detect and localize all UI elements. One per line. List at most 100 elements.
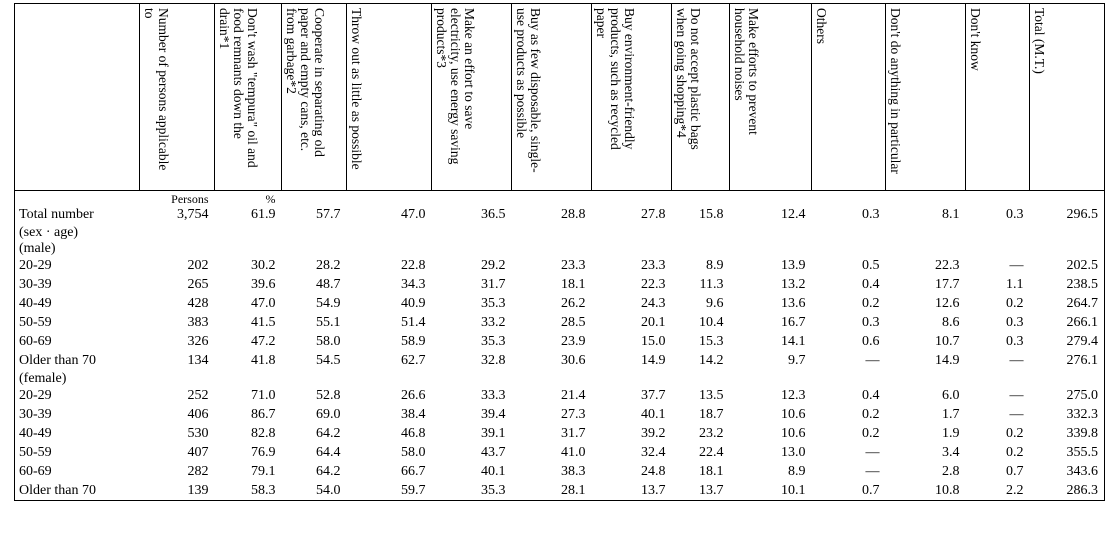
cell: 0.3 <box>862 315 880 330</box>
cell: 2.2 <box>1006 483 1024 498</box>
cell: 339.8 <box>1066 426 1099 441</box>
cell: 26.2 <box>561 296 586 311</box>
cell: 23.2 <box>699 426 724 441</box>
cell: 38.3 <box>561 464 586 479</box>
empty-cell <box>592 224 672 240</box>
cell: 48.7 <box>316 277 341 292</box>
cell: 355.5 <box>1066 445 1099 460</box>
empty-cell <box>432 240 512 256</box>
cell: 14.1 <box>781 334 806 349</box>
cell: 0.3 <box>862 207 880 222</box>
cell: 32.8 <box>481 353 506 368</box>
table-row: 20-29 202 30.2 28.2 22.8 29.2 23.3 23.3 8.9 13.9 0… <box>15 256 1105 275</box>
table-row: Total number 3,754 61.9 57.7 47.0 36.5 28.8 27.… <box>15 205 1105 224</box>
cell: 62.7 <box>401 353 426 368</box>
cell: 13.2 <box>781 277 806 292</box>
units-spacer <box>15 191 140 206</box>
empty-cell <box>592 240 672 256</box>
empty-cell <box>1030 240 1105 256</box>
empty-cell <box>812 240 886 256</box>
cell: 0.7 <box>862 483 880 498</box>
cell: 27.3 <box>561 407 586 422</box>
units-spacer <box>592 191 672 206</box>
cell: 3,754 <box>177 207 209 222</box>
column-header: Do not accept plastic bags when going sh… <box>671 3 730 191</box>
column-header: Number of persons applicable to <box>139 3 215 191</box>
empty-cell <box>730 370 812 386</box>
column-header-text: Do not accept plastic bags when going sh… <box>674 8 703 150</box>
empty-cell <box>347 224 432 240</box>
row-label: Older than 70 <box>19 353 96 368</box>
cell: 23.3 <box>561 258 586 273</box>
cell: 18.1 <box>561 277 586 292</box>
cell: 139 <box>187 483 209 498</box>
column-header-text: Buy environment-friendly products, such … <box>594 8 637 150</box>
column-header-text: Others <box>814 8 829 44</box>
empty-cell <box>432 224 512 240</box>
cell: 10.1 <box>781 483 806 498</box>
cell: 1.9 <box>942 426 960 441</box>
cell: 10.8 <box>935 483 960 498</box>
cell: 0.2 <box>1006 296 1024 311</box>
table-row: 50-59 383 41.5 55.1 51.4 33.2 28.5 20.1 10.4 16.7… <box>15 313 1105 332</box>
units-spacer <box>966 191 1030 206</box>
empty-cell <box>672 240 730 256</box>
cell: 22.4 <box>699 445 724 460</box>
cell: 10.6 <box>781 426 806 441</box>
table-row: 20-29 252 71.0 52.8 26.6 33.3 21.4 37.7 13.5 12.3… <box>15 386 1105 405</box>
cell: 12.3 <box>781 388 806 403</box>
empty-cell <box>215 370 282 386</box>
column-header-text: Cooperate in separating old paper and em… <box>284 8 327 157</box>
column-header-text: Buy as few disposable, single-use produc… <box>514 8 543 173</box>
column-header: Buy environment-friendly products, such … <box>591 3 672 191</box>
empty-cell <box>812 224 886 240</box>
cell: 24.3 <box>641 296 666 311</box>
empty-cell <box>140 240 215 256</box>
cell: 202.5 <box>1066 258 1099 273</box>
cell: 0.2 <box>862 296 880 311</box>
empty-cell <box>886 224 966 240</box>
cell: 0.2 <box>862 426 880 441</box>
row-label: 40-49 <box>19 296 52 311</box>
cell: 16.7 <box>781 315 806 330</box>
cell: 10.4 <box>699 315 724 330</box>
cell: 39.4 <box>481 407 506 422</box>
empty-cell <box>730 240 812 256</box>
units-spacer <box>282 191 347 206</box>
cell: 40.1 <box>641 407 666 422</box>
empty-cell <box>215 224 282 240</box>
unit-label: Persons <box>171 192 209 206</box>
cell: 326 <box>187 334 209 349</box>
cell: 18.7 <box>699 407 724 422</box>
cell: 0.5 <box>862 258 880 273</box>
cell: 0.3 <box>1006 207 1024 222</box>
units-spacer <box>672 191 730 206</box>
cell: 1.7 <box>942 407 960 422</box>
cell: 26.6 <box>401 388 426 403</box>
cell: 23.3 <box>641 258 666 273</box>
column-header-text: Number of persons applicable to <box>142 8 171 171</box>
cell: 0.2 <box>1006 445 1024 460</box>
units-spacer <box>512 191 592 206</box>
column-header: Buy as few disposable, single-use produc… <box>511 3 592 191</box>
cell: 39.2 <box>641 426 666 441</box>
cell: 8.6 <box>942 315 960 330</box>
cell: 51.4 <box>401 315 426 330</box>
cell: 10.6 <box>781 407 806 422</box>
cell: 61.9 <box>251 207 276 222</box>
empty-cell <box>730 224 812 240</box>
cell: 8.1 <box>942 207 960 222</box>
empty-cell <box>512 240 592 256</box>
cell: 1.1 <box>1006 277 1024 292</box>
empty-cell <box>966 224 1030 240</box>
row-label: 20-29 <box>19 258 52 273</box>
cell: 22.8 <box>401 258 426 273</box>
cell: 47.2 <box>251 334 276 349</box>
cell: 69.0 <box>316 407 341 422</box>
cell: 58.9 <box>401 334 426 349</box>
row-label: Total number <box>19 207 94 222</box>
table-row: 60-69 326 47.2 58.0 58.9 35.3 23.9 15.0 15.3 14.1… <box>15 332 1105 351</box>
column-header-text: Make an effort to save electricity, use … <box>434 8 477 165</box>
row-label: (male) <box>19 240 56 256</box>
table-wrapper: Number of persons applicable to Don't was… <box>14 3 1105 501</box>
